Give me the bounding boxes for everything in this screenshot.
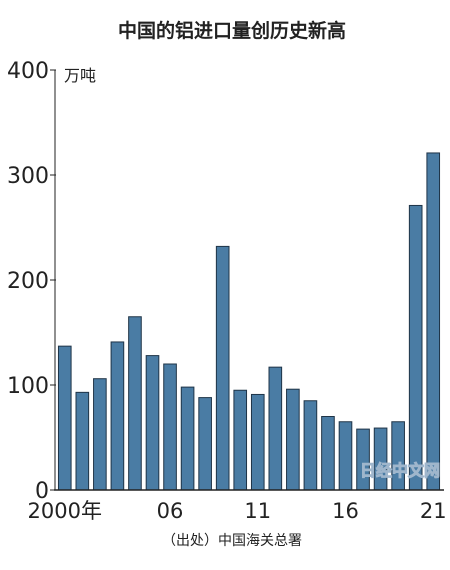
x-axis: 2000年 06 11 16 21 bbox=[28, 499, 447, 523]
bar-2018 bbox=[373, 427, 388, 491]
bar-2005 bbox=[145, 355, 160, 491]
bar-2017 bbox=[356, 428, 370, 491]
bar-2001 bbox=[75, 391, 90, 491]
y-tick-label: 0 bbox=[35, 479, 49, 504]
source-note: （出处）中国海关总署 bbox=[162, 533, 302, 549]
x-tick-label: 2000年 bbox=[28, 499, 102, 523]
bars bbox=[57, 152, 441, 491]
bar-2020 bbox=[408, 204, 423, 491]
bar-2007 bbox=[180, 386, 195, 491]
bar-2002 bbox=[93, 378, 107, 491]
bar-2008 bbox=[198, 397, 212, 491]
x-tick-label: 06 bbox=[157, 499, 184, 523]
y-axis: 0 100 200 300 400 bbox=[7, 59, 56, 504]
y-tick-label: 300 bbox=[7, 164, 49, 189]
bar-2003 bbox=[110, 341, 125, 491]
y-tick-label: 200 bbox=[7, 269, 49, 294]
y-axis-unit-label: 万吨 bbox=[64, 66, 96, 85]
bar-2016 bbox=[338, 421, 353, 491]
y-tick-label: 100 bbox=[7, 374, 49, 399]
bar-2021 bbox=[426, 152, 441, 491]
x-tick-label: 21 bbox=[420, 499, 447, 523]
bar-2009 bbox=[215, 245, 230, 491]
bar-2006 bbox=[163, 363, 177, 491]
watermark: 日经中文网 bbox=[360, 461, 440, 480]
bar-2012 bbox=[268, 366, 283, 491]
bar-2010 bbox=[233, 389, 248, 491]
bar-2014 bbox=[303, 400, 318, 491]
bar-2011 bbox=[250, 393, 265, 491]
bar-2000 bbox=[57, 345, 72, 491]
chart-title: 中国的铝进口量创历史新高 bbox=[118, 19, 346, 42]
bar-2013 bbox=[286, 388, 300, 491]
x-tick-label: 16 bbox=[332, 499, 359, 523]
x-tick-label: 11 bbox=[244, 499, 271, 523]
bar-2004 bbox=[128, 316, 142, 491]
bar-2015 bbox=[321, 416, 335, 491]
y-tick-label: 400 bbox=[7, 59, 49, 84]
